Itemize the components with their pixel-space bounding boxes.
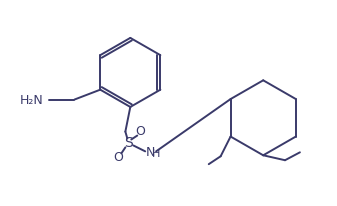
Text: H: H (152, 149, 160, 159)
Text: S: S (124, 136, 133, 150)
Text: O: O (114, 151, 123, 164)
Text: O: O (135, 125, 145, 138)
Text: N: N (146, 146, 155, 159)
Text: H₂N: H₂N (20, 94, 44, 107)
